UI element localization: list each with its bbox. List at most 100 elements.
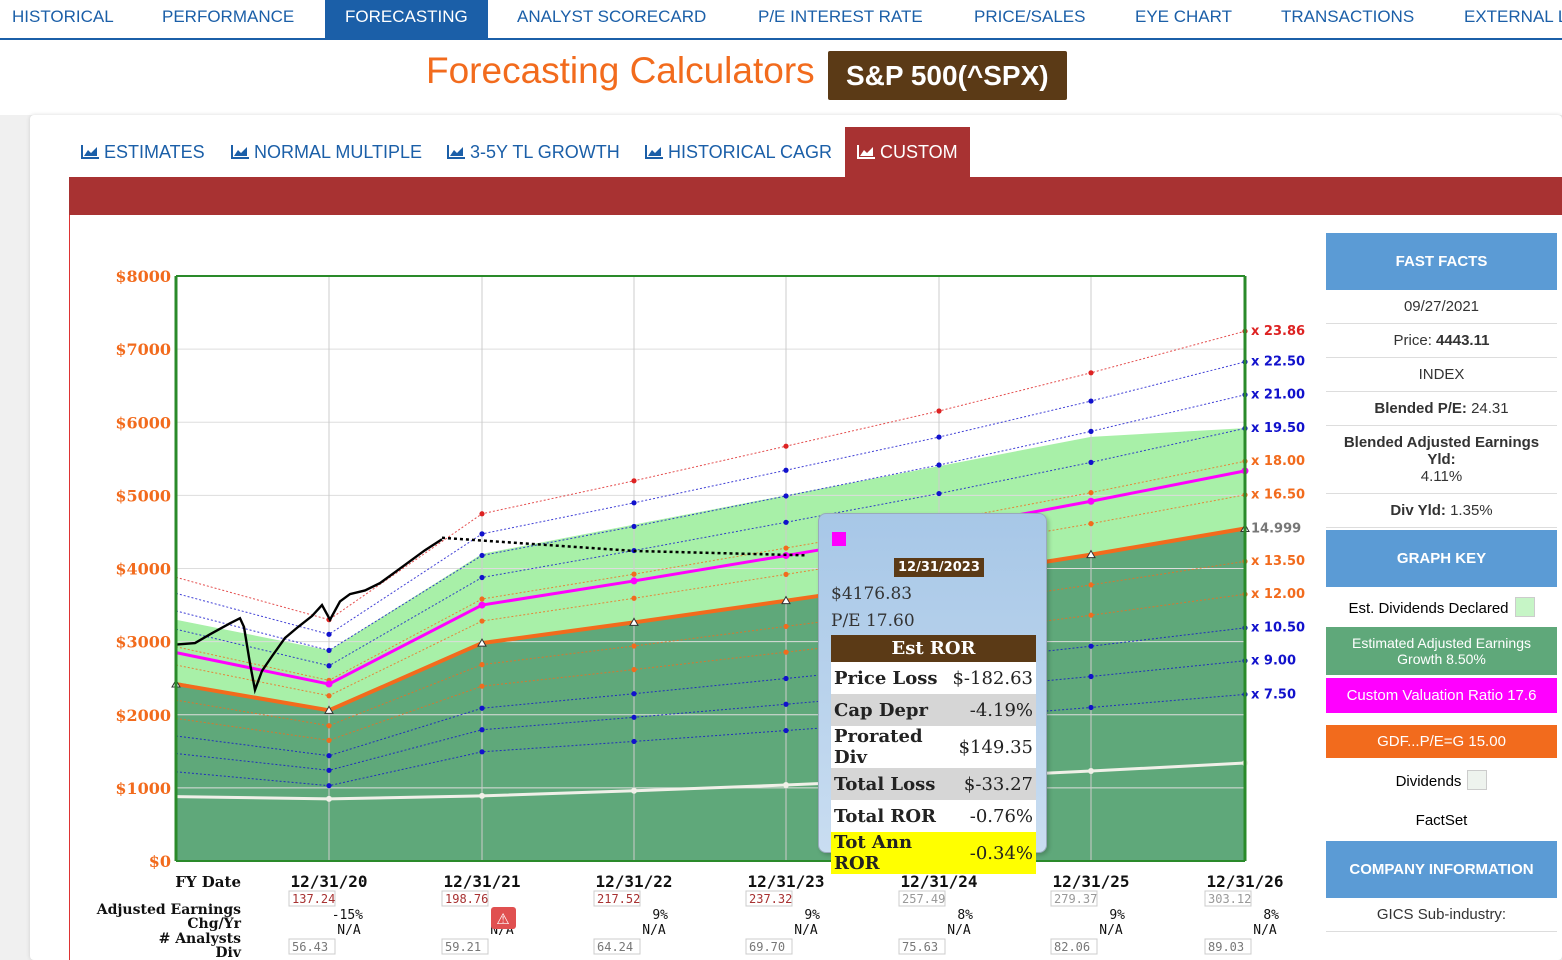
earnings-box (1050, 890, 1098, 907)
div-value: 56.43 (292, 940, 328, 954)
y-tick-label: $6000 (115, 413, 171, 432)
multiple-line (175, 394, 1246, 651)
blended-yld-value: 4.11% (1420, 468, 1463, 485)
ror-value: $149.35 (949, 726, 1036, 768)
div-value: 82.06 (1054, 940, 1090, 954)
tab-label: NORMAL MULTIPLE (254, 142, 423, 162)
multiple-point (326, 693, 332, 699)
earnings-box (288, 890, 336, 907)
ror-label: Total ROR (831, 800, 950, 832)
key-factset[interactable]: FactSet (1326, 802, 1557, 839)
tab-estimates[interactable]: ESTIMATES (69, 127, 217, 177)
x-tick-label: 12/31/20 (290, 872, 367, 891)
area-chart-icon (231, 145, 249, 159)
multiple-point (479, 552, 485, 559)
forecast-chart: x 23.86 x 22.50 x 21.00 x 19.50 x 18.00 x 16.… (96, 267, 1305, 960)
blended-pe-label: Blended P/E: (1374, 400, 1467, 417)
multiple-point (631, 500, 637, 506)
multiple-point (783, 571, 789, 577)
multiple-point (783, 519, 789, 525)
div-value: 75.63 (902, 940, 938, 954)
nav-performance[interactable]: PERFORMANCE (162, 7, 295, 26)
earnings-box (441, 890, 489, 907)
multiple-point (631, 738, 637, 745)
nav-pe-interest-rate[interactable]: P/E INTEREST RATE (758, 7, 923, 26)
ror-label: Price Loss (831, 662, 950, 694)
x-tick-label: 12/31/25 (1052, 872, 1129, 891)
nav-eye-chart[interactable]: EYE CHART (1135, 7, 1232, 26)
div-yld-value: 1.35% (1450, 502, 1493, 519)
multiple-line (175, 427, 1246, 667)
x-tick-label: 12/31/21 (443, 872, 520, 891)
fast-facts-price: Price: 4443.11 (1326, 324, 1557, 358)
fast-facts-div-yld: Div Yld: 1.35% (1326, 494, 1557, 528)
warning-icon-glyph: ⚠ (496, 911, 509, 928)
multiple-point (479, 705, 485, 711)
ror-label: Cap Depr (831, 694, 950, 726)
earnings-box (1204, 890, 1252, 907)
multiple-point (1088, 370, 1094, 376)
chg-yr-value: 9% (652, 908, 668, 923)
multiple-point (326, 631, 332, 637)
key-custom-ratio[interactable]: Custom Valuation Ratio 17.6 (1326, 678, 1557, 713)
multiple-point (783, 623, 789, 630)
nav-forecasting[interactable]: FORECASTING (325, 0, 488, 38)
multiple-point (631, 523, 637, 530)
tab-label: 3-5Y TL GROWTH (470, 142, 620, 162)
multiple-point (783, 545, 789, 551)
tab-label: HISTORICAL CAGR (668, 142, 833, 162)
key-growth[interactable]: Estimated Adjusted Earnings Growth 8.50% (1326, 627, 1557, 675)
tab-3-5y-tl-growth[interactable]: 3-5Y TL GROWTH (435, 127, 632, 177)
multiple-point (326, 647, 332, 654)
adjusted-earnings-value: 217.52 (597, 892, 640, 906)
multiple-point (1088, 643, 1094, 649)
analysts-value: N/A (642, 923, 666, 938)
multiple-line (175, 330, 1246, 621)
multiple-point (1088, 490, 1094, 496)
chg-yr-value: 9% (804, 908, 820, 923)
ror-header: Est ROR (831, 635, 1036, 662)
key-gdf[interactable]: GDF...P/E=G 15.00 (1326, 725, 1557, 758)
adjusted-earnings-value: 303.12 (1208, 892, 1251, 906)
ror-table: Est ROR Price Loss $-182.63 Cap Depr -4.19… (831, 635, 1036, 874)
nav-historical[interactable]: HISTORICAL (12, 7, 114, 26)
key-est-dividends[interactable]: Est. Dividends Declared (1326, 587, 1557, 627)
chart-tooltip: 12/31/2023 $4176.83 P/E 17.60 Est ROR Pr… (818, 513, 1047, 874)
adjusted-earnings-value: 237.32 (749, 892, 792, 906)
nav-price-sales[interactable]: PRICE/SALES (974, 7, 1086, 26)
chg-yr-value: 8% (957, 908, 973, 923)
nav-external[interactable]: EXTERNAL L (1464, 7, 1562, 26)
area-chart-icon (857, 145, 875, 159)
analysts-value: N/A (794, 923, 818, 938)
fast-facts-blended-pe: Blended P/E: 24.31 (1326, 392, 1557, 426)
gdf-marker (781, 595, 791, 605)
multiple-label: x 9.00 (1251, 654, 1296, 669)
adjusted-earnings-value: 279.37 (1054, 892, 1097, 906)
multiple-point (631, 714, 637, 720)
x-tick-label: 12/31/22 (595, 872, 672, 891)
div-box (1050, 938, 1098, 955)
multiple-point (479, 531, 485, 537)
x-tick-label: 12/31/23 (747, 872, 824, 891)
multiple-point (1088, 398, 1094, 404)
chg-yr-value: 9% (1109, 908, 1125, 923)
nav-transactions[interactable]: TRANSACTIONS (1281, 7, 1415, 26)
nav-analyst-scorecard[interactable]: ANALYST SCORECARD (517, 7, 707, 26)
key-dividends[interactable]: Dividends (1326, 758, 1557, 802)
div-box (745, 938, 793, 955)
multiple-point (783, 649, 789, 655)
multiple-point (631, 666, 637, 673)
price-value: 4443.11 (1436, 332, 1490, 349)
y-tick-label: $7000 (115, 340, 171, 359)
multiple-label: x 10.50 (1251, 621, 1305, 636)
key-label: Dividends (1395, 773, 1462, 790)
multiple-point (936, 462, 942, 468)
multiple-point (783, 467, 789, 473)
multiple-label: x 13.50 (1251, 554, 1305, 569)
tab-normal-multiple[interactable]: NORMAL MULTIPLE (219, 127, 434, 177)
gdf-marker (1086, 549, 1096, 559)
y-tick-label: $5000 (115, 486, 171, 505)
earnings-box (898, 890, 946, 907)
tab-historical-cagr[interactable]: HISTORICAL CAGR (633, 127, 844, 177)
tab-custom[interactable]: CUSTOM (845, 127, 970, 177)
